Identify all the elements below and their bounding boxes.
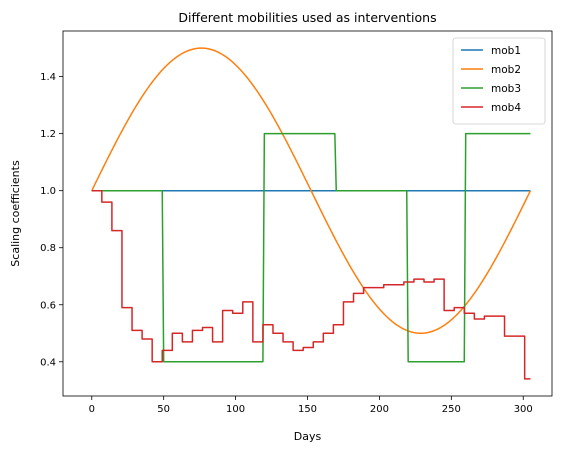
x-tick-label: 100 — [226, 404, 245, 415]
y-tick-label: 0.6 — [40, 300, 56, 311]
legend-label-mob4: mob4 — [491, 102, 521, 114]
x-axis: 0 50 100 150 200 250 300 — [89, 396, 533, 415]
y-tick-label: 1.4 — [40, 72, 56, 83]
y-tick-label: 0.8 — [40, 243, 56, 254]
legend-label-mob2: mob2 — [491, 64, 521, 76]
x-axis-label: Days — [294, 430, 322, 443]
x-tick-label: 0 — [89, 404, 95, 415]
legend-label-mob3: mob3 — [491, 83, 521, 95]
x-tick-label: 200 — [370, 404, 389, 415]
legend-box — [452, 37, 546, 125]
y-tick-label: 0.4 — [40, 357, 56, 368]
series-line-mob3 — [91, 132, 531, 363]
series-line-mob2 — [91, 47, 532, 335]
x-tick-label: 150 — [298, 404, 317, 415]
y-tick-label: 1.2 — [40, 129, 56, 140]
y-tick-label: 1.0 — [40, 186, 56, 197]
y-axis: 0.4 0.6 0.8 1.0 1.2 1.4 — [40, 72, 63, 368]
legend: mob1 mob2 mob3 mob4 — [452, 37, 546, 125]
x-tick-label: 250 — [442, 404, 461, 415]
x-tick-label: 50 — [157, 404, 170, 415]
series-layer — [91, 47, 532, 380]
x-tick-label: 300 — [514, 404, 533, 415]
legend-label-mob1: mob1 — [491, 45, 521, 57]
series-line-mob4 — [91, 189, 531, 380]
y-axis-label: Scaling coefficients — [9, 160, 22, 267]
chart-title: Different mobilities used as interventio… — [178, 10, 436, 25]
